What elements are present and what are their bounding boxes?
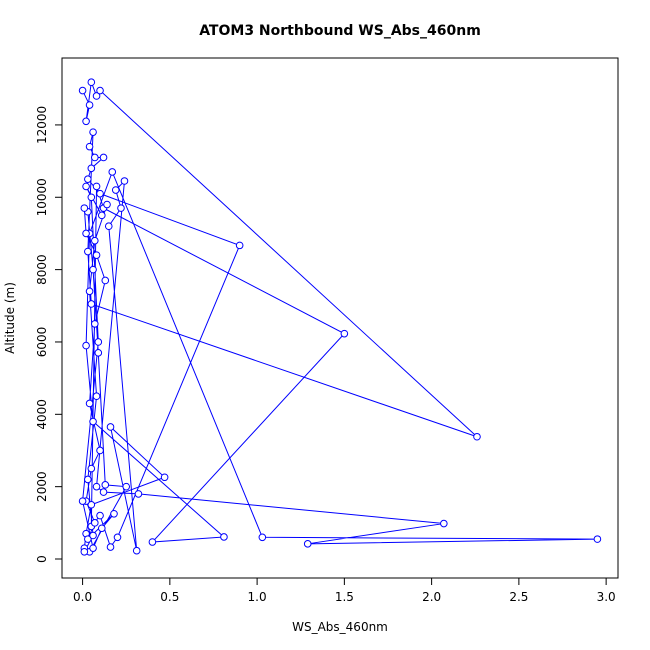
data-point xyxy=(91,519,99,527)
data-point xyxy=(82,229,90,238)
data-point xyxy=(96,446,104,455)
data-point xyxy=(84,535,92,543)
data-point xyxy=(258,533,267,542)
x-tick-label: 2.0 xyxy=(422,590,441,604)
x-tick-label: 1.0 xyxy=(248,590,267,604)
data-point xyxy=(92,251,101,259)
data-point xyxy=(110,509,118,518)
data-point xyxy=(593,535,602,543)
data-point xyxy=(80,204,89,212)
data-point xyxy=(84,175,92,183)
y-tick-label: 8000 xyxy=(35,254,49,285)
y-axis-label: Altitude (m) xyxy=(3,282,17,354)
data-point xyxy=(85,287,94,296)
data-point xyxy=(97,211,106,220)
x-tick-label: 3.0 xyxy=(597,590,616,604)
x-tick-label: 1.5 xyxy=(335,590,354,604)
data-point xyxy=(106,423,115,431)
data-point xyxy=(87,300,96,308)
data-point xyxy=(78,86,87,95)
data-point xyxy=(80,547,89,556)
data-point xyxy=(92,482,101,491)
data-point xyxy=(101,276,110,285)
data-point xyxy=(113,533,122,542)
data-line xyxy=(82,82,598,553)
data-point xyxy=(87,464,96,473)
data-point xyxy=(94,349,103,357)
data-point xyxy=(104,222,113,231)
data-point xyxy=(85,399,94,408)
data-point xyxy=(87,164,96,173)
y-tick-label: 0 xyxy=(35,555,49,563)
data-point xyxy=(440,519,448,528)
data-point xyxy=(132,546,141,555)
data-point xyxy=(134,490,143,498)
data-point xyxy=(473,432,481,441)
x-tick-label: 2.5 xyxy=(509,590,528,604)
data-point xyxy=(101,481,110,489)
y-tick-label: 2000 xyxy=(35,471,49,502)
data-point xyxy=(303,540,312,548)
data-point xyxy=(85,142,94,151)
data-point xyxy=(108,168,117,176)
data-point xyxy=(84,475,92,484)
data-point xyxy=(96,511,104,520)
y-tick-label: 6000 xyxy=(35,327,49,358)
data-point xyxy=(99,488,108,496)
data-point xyxy=(117,204,125,212)
data-point xyxy=(91,153,99,162)
data-point xyxy=(340,329,349,338)
data-point xyxy=(235,241,244,250)
data-point xyxy=(106,543,115,551)
data-point xyxy=(111,186,120,194)
y-tick-label: 4000 xyxy=(35,399,49,430)
x-axis-label: WS_Abs_460nm xyxy=(292,620,388,634)
data-point xyxy=(82,341,90,350)
data-point xyxy=(148,538,157,546)
data-point xyxy=(120,177,129,185)
data-point xyxy=(103,200,111,209)
data-point xyxy=(97,524,106,533)
data-point xyxy=(92,92,101,100)
data-point xyxy=(92,182,101,191)
y-tick-label: 12000 xyxy=(35,106,49,144)
data-point xyxy=(89,417,97,426)
data-point xyxy=(91,320,99,328)
data-point xyxy=(96,189,104,198)
x-tick-label: 0.5 xyxy=(160,590,179,604)
data-point xyxy=(160,473,169,482)
data-point xyxy=(82,117,90,126)
data-point xyxy=(89,531,97,540)
data-point xyxy=(78,497,87,505)
data-point xyxy=(87,78,96,87)
data-point xyxy=(92,392,101,401)
data-point xyxy=(99,153,108,162)
data-point xyxy=(87,500,96,509)
data-point xyxy=(89,544,97,552)
data-point xyxy=(96,86,104,95)
data-point xyxy=(84,247,92,256)
data-point xyxy=(89,128,97,136)
data-point xyxy=(94,338,103,346)
data-point xyxy=(122,482,131,491)
data-point xyxy=(85,101,94,109)
y-tick-label: 10000 xyxy=(35,178,49,216)
x-tick-label: 0.0 xyxy=(73,590,92,604)
plot-frame xyxy=(61,57,619,579)
data-point xyxy=(89,265,97,274)
data-point xyxy=(220,533,228,541)
data-point xyxy=(87,193,96,202)
data-point xyxy=(82,182,90,191)
chart-title: ATOM3 Northbound WS_Abs_460nm xyxy=(199,23,481,39)
data-point xyxy=(91,236,99,245)
